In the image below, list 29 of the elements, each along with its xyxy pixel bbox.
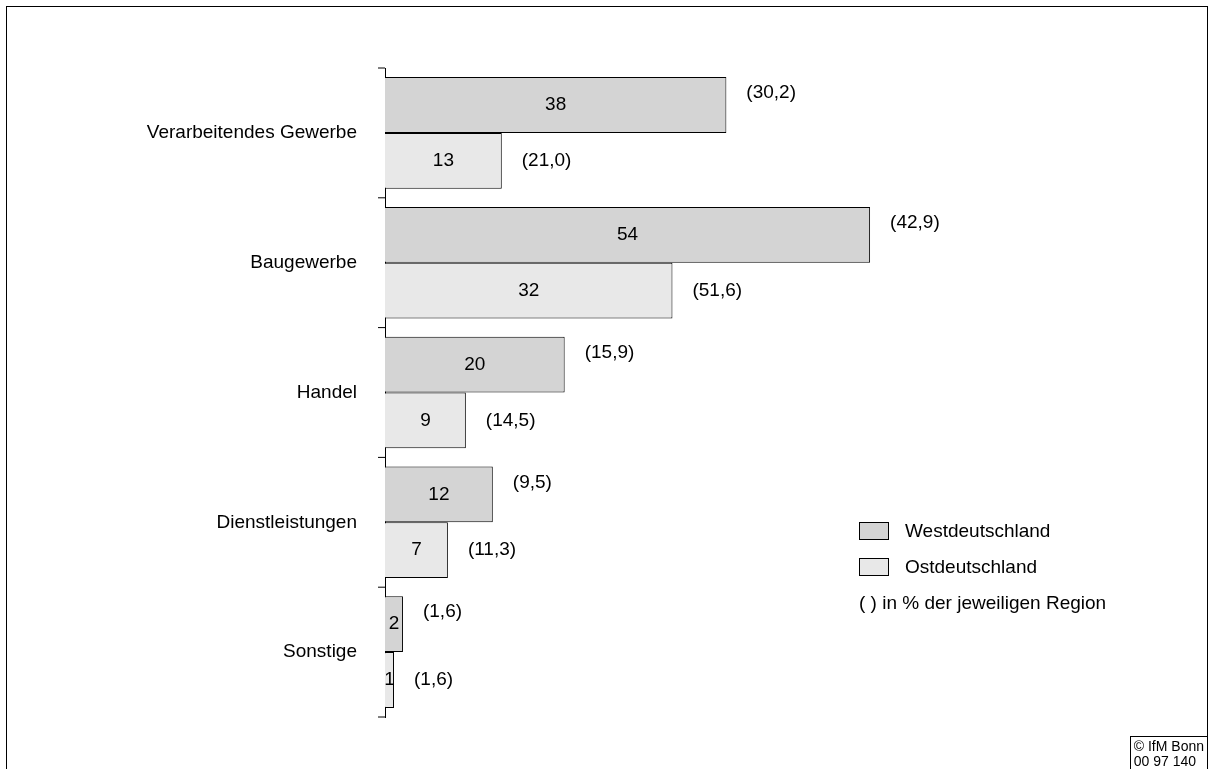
- data-label: 9: [420, 408, 431, 430]
- y-tick-label: Baugewerbe: [250, 250, 357, 272]
- annotation: (1,6): [422, 600, 463, 622]
- annotation: (15,9): [584, 340, 635, 362]
- data-label: 1: [384, 668, 395, 690]
- annotation: (51,6): [692, 278, 743, 300]
- data-label: 20: [464, 352, 486, 374]
- data-label: 13: [432, 149, 454, 171]
- text: © IfM Bonn 00 97 140: [1129, 736, 1208, 769]
- annotation: (1,6): [413, 668, 454, 690]
- data-label: 32: [518, 278, 540, 300]
- y-tick-label: Handel: [296, 380, 357, 402]
- y-tick-label: Dienstleistungen: [216, 510, 357, 532]
- data-label: 54: [616, 223, 639, 245]
- annotation: (11,3): [467, 538, 517, 560]
- data-label: 38: [545, 93, 567, 115]
- annotation: (42,9): [890, 211, 940, 233]
- data-label: 12: [428, 482, 450, 504]
- annotation: (14,5): [485, 408, 536, 430]
- legend-label: Westdeutschland: [905, 520, 1051, 542]
- data-label: 7: [411, 538, 422, 560]
- y-tick-label: Sonstige: [283, 640, 357, 662]
- data-label: 2: [388, 612, 400, 634]
- annotation: (21,0): [521, 149, 572, 171]
- annotation: (30,2): [746, 81, 797, 103]
- legend-label: Ostdeutschland: [905, 556, 1038, 578]
- y-tick-label: Verarbeitendes Gewerbe: [146, 121, 357, 143]
- annotation: (9,5): [512, 470, 552, 492]
- annotation: ( ) in % der jeweiligen Region: [859, 592, 1108, 614]
